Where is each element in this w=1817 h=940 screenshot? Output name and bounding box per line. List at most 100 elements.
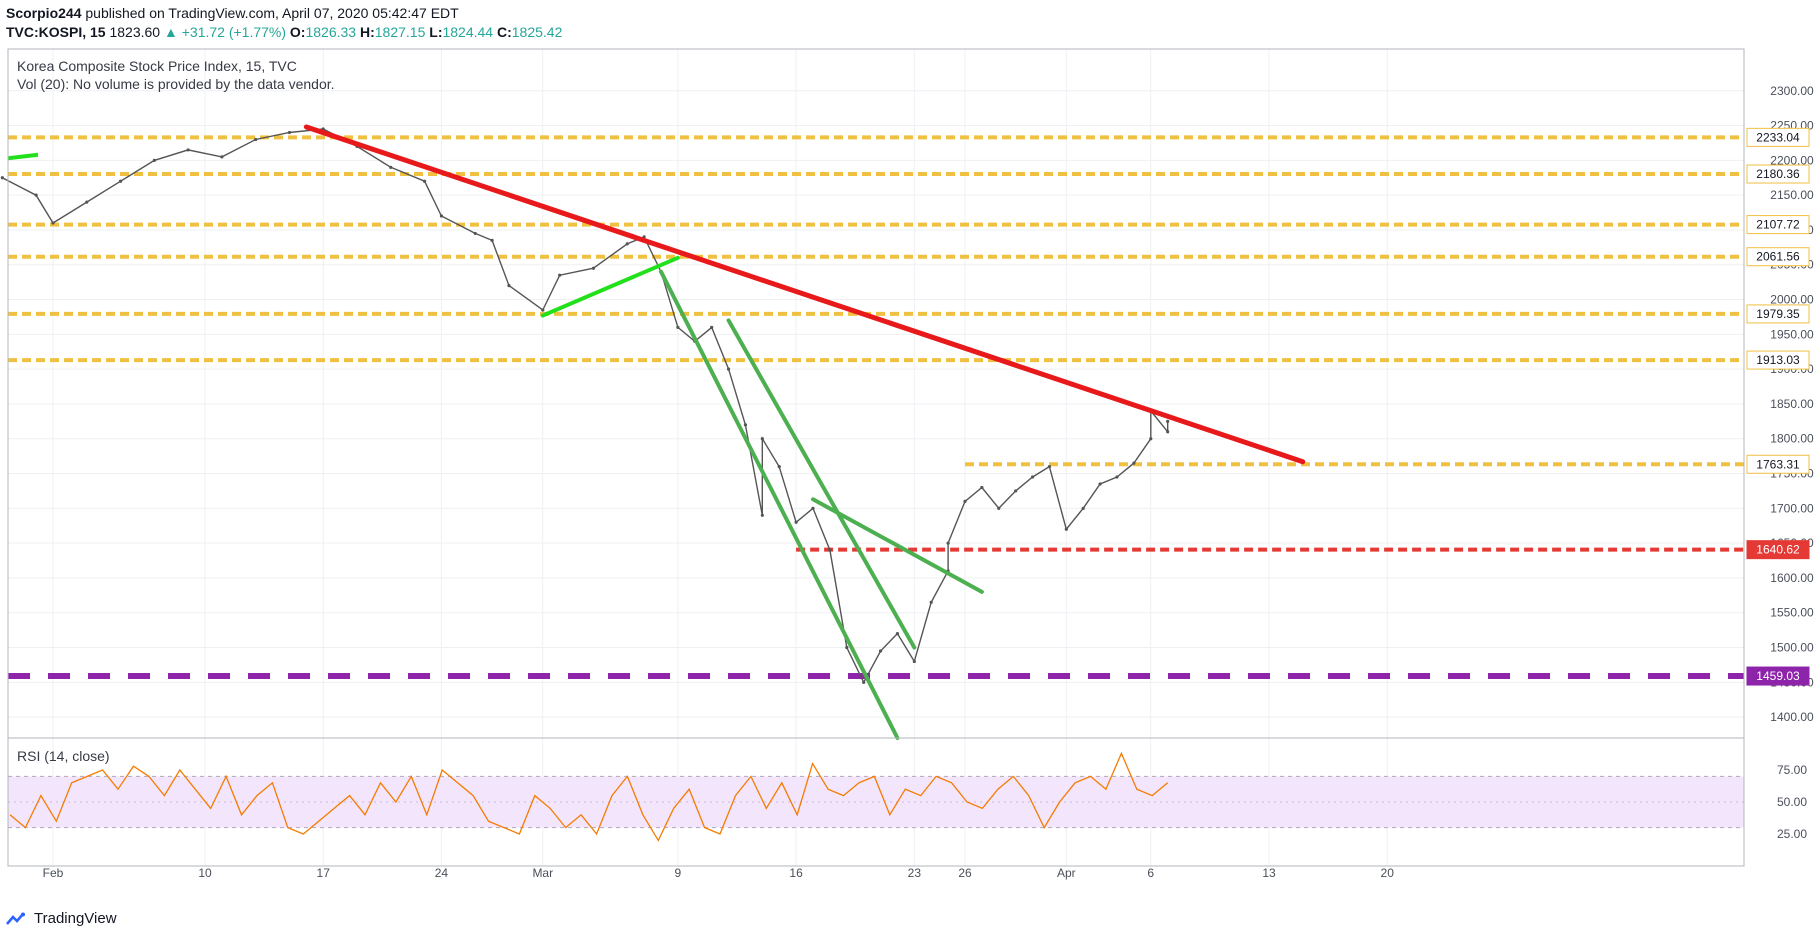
- price-point: [878, 649, 883, 653]
- price-tick-label: 1400.00: [1770, 710, 1814, 724]
- trendline: [303, 124, 1306, 465]
- price-level-tag: [1746, 666, 1810, 686]
- chart-canvas[interactable]: 1400.001450.001500.001550.001600.001650.…: [0, 0, 1817, 880]
- price-point: [743, 423, 748, 427]
- price-point: [946, 541, 950, 545]
- price-level-tag: [1746, 350, 1810, 370]
- price-point: [676, 325, 680, 329]
- trendline: [726, 318, 917, 650]
- rsi-tick-label: 75.00: [1777, 763, 1807, 777]
- price-point: [794, 520, 798, 524]
- rsi-band-fill: [8, 776, 1744, 828]
- price-tick-label: 1600.00: [1770, 571, 1814, 585]
- time-tick-label: 6: [1147, 866, 1154, 880]
- price-level-tag: [1746, 164, 1810, 184]
- price-point: [980, 485, 984, 490]
- price-point: [1014, 489, 1018, 493]
- price-level-label: 1459.03: [1756, 669, 1800, 683]
- price-point: [1115, 475, 1119, 479]
- rsi-band: [8, 775, 1744, 829]
- price-level-tag: [1746, 540, 1810, 560]
- tradingview-icon: [6, 912, 25, 925]
- last-price: 1823.60: [109, 24, 161, 40]
- price-point: [760, 513, 764, 517]
- price-axis[interactable]: 1400.001450.001500.001550.001600.001650.…: [1746, 84, 1814, 841]
- price-point: [186, 148, 190, 152]
- time-tick-label: 16: [789, 866, 803, 880]
- chart-header: Scorpio244 published on TradingView.com,…: [6, 3, 459, 23]
- brand-name: TradingView: [34, 910, 117, 927]
- price-level-tag: [1746, 247, 1810, 267]
- price-level-label: 1913.03: [1756, 353, 1800, 367]
- price-point: [1166, 430, 1170, 434]
- trendline: [540, 255, 680, 318]
- price-point: [287, 130, 292, 135]
- price-level-label: 2233.04: [1756, 130, 1800, 144]
- price-point: [1166, 419, 1170, 423]
- tradingview-logo[interactable]: TradingView: [6, 910, 117, 927]
- price-point: [0, 176, 4, 180]
- price-point: [591, 266, 596, 270]
- rsi-series: [9, 751, 1169, 842]
- time-tick-label: Feb: [43, 866, 64, 880]
- price-point: [1098, 482, 1102, 486]
- open-label: O:: [289, 24, 306, 40]
- price-point: [51, 221, 55, 225]
- price-tick-label: 2200.00: [1770, 153, 1814, 167]
- pane-border: [7, 48, 1745, 867]
- price-point: [929, 600, 933, 604]
- price-point: [1047, 464, 1052, 469]
- price-tick-label: 2300.00: [1770, 84, 1814, 98]
- price-point: [34, 193, 38, 197]
- low-label: L:: [429, 24, 443, 40]
- price-point: [507, 284, 511, 288]
- time-axis[interactable]: Feb 10 17 24 Mar 9 16 23 26 Apr 6 13 20: [43, 866, 1395, 880]
- price-point: [828, 548, 832, 552]
- time-tick-label: Apr: [1057, 866, 1076, 880]
- price-tick-label: 2000.00: [1770, 293, 1814, 307]
- price-point: [963, 499, 967, 503]
- price-level-label: 1979.35: [1756, 307, 1800, 321]
- price-point: [726, 367, 731, 371]
- time-tick-label: 10: [198, 866, 212, 880]
- low-value: 1824.44: [442, 24, 494, 40]
- price-level-label: 2061.56: [1756, 250, 1800, 264]
- price-level-label: 1640.62: [1756, 543, 1800, 557]
- price-tick-label: 2150.00: [1770, 188, 1814, 202]
- time-tick-label: Mar: [532, 866, 553, 880]
- price-point: [254, 137, 258, 142]
- price-point: [422, 179, 427, 183]
- author-name[interactable]: Scorpio244: [6, 5, 82, 21]
- time-tick-label: 17: [317, 866, 331, 880]
- quote-line: TVC:KOSPI, 15 1823.60 ▲ +31.72 (+1.77%) …: [6, 24, 562, 40]
- price-point: [1149, 437, 1153, 441]
- price-point: [997, 506, 1001, 510]
- trendline: [7, 152, 39, 161]
- price-point: [845, 645, 849, 650]
- price-point: [1030, 475, 1035, 479]
- series-title: Korea Composite Stock Price Index, 15, T…: [17, 58, 297, 74]
- price-series: [0, 127, 1170, 684]
- horizontal-levels[interactable]: [8, 135, 1744, 680]
- price-point: [912, 659, 916, 664]
- price-point: [439, 214, 444, 218]
- price-point: [760, 437, 764, 441]
- high-label: H:: [359, 24, 375, 40]
- pane-frame: [7, 48, 1745, 867]
- trendlines[interactable]: [7, 124, 1306, 740]
- time-tick-label: 20: [1381, 866, 1395, 880]
- price-point: [541, 308, 545, 312]
- price-tick-label: 1550.00: [1770, 606, 1814, 620]
- main-legend: Korea Composite Stock Price Index, 15, T…: [17, 58, 335, 92]
- price-point: [777, 464, 781, 469]
- change-arrow: ▲: [163, 24, 178, 40]
- price-point: [220, 155, 224, 159]
- publish-info: published on TradingView.com, April 07, …: [85, 5, 459, 21]
- close-label: C:: [496, 24, 512, 40]
- time-tick-label: 23: [908, 866, 922, 880]
- price-level-label: 2107.72: [1756, 218, 1800, 232]
- price-tick-label: 1850.00: [1770, 397, 1814, 411]
- price-point: [625, 242, 629, 246]
- rsi-tick-label: 25.00: [1777, 827, 1807, 841]
- price-point: [862, 680, 866, 684]
